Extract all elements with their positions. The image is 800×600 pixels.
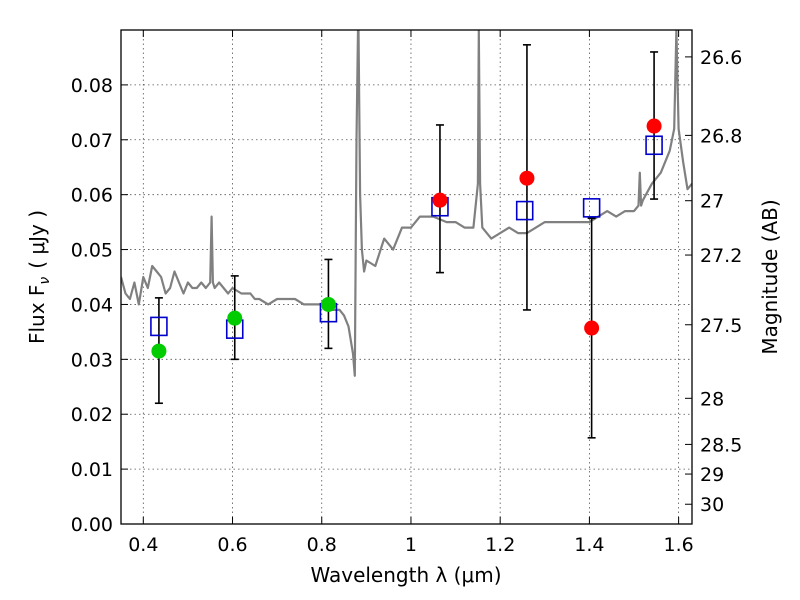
detection-point bbox=[320, 296, 336, 312]
x-tick-label: 1.4 bbox=[574, 534, 604, 556]
axis-ticks bbox=[121, 30, 692, 525]
error-bars-layer bbox=[154, 44, 659, 439]
model-spectrum-layer bbox=[121, 30, 692, 377]
y-tick-label: 0.00 bbox=[71, 514, 113, 536]
x-tick-label: 1.6 bbox=[664, 534, 694, 556]
right-tick-label: 27.2 bbox=[700, 245, 742, 267]
detection-point bbox=[151, 343, 167, 359]
x-tick-labels: 0.4 0.6 0.8 1 1.2 1.4 1.6 bbox=[128, 534, 694, 556]
detection-point bbox=[519, 170, 535, 186]
y-tick-label: 0.04 bbox=[71, 294, 113, 316]
y-tick-label: 0.06 bbox=[71, 185, 113, 207]
x-tick-label: 1 bbox=[405, 534, 417, 556]
detection-point bbox=[584, 320, 600, 336]
detection-point bbox=[432, 192, 448, 208]
right-tick-label: 30 bbox=[700, 494, 724, 516]
y-tick-label: 0.03 bbox=[71, 349, 113, 371]
y-tick-label: 0.08 bbox=[71, 75, 113, 97]
model-point-square bbox=[645, 135, 663, 156]
model-points-layer bbox=[150, 135, 663, 339]
grid-lines bbox=[121, 30, 692, 525]
x-tick-label: 0.4 bbox=[128, 534, 158, 556]
y-axis-label: Flux Fν ( μJy ) bbox=[25, 210, 53, 344]
right-axis-label: Magnitude (AB) bbox=[758, 199, 782, 354]
right-tick-label: 28 bbox=[700, 388, 724, 410]
plot-frame bbox=[120, 29, 693, 525]
right-tick-labels: 26.6 26.8 27 27.2 27.5 28 28.5 29 30 bbox=[700, 47, 742, 516]
y-axis-label-main: Flux F bbox=[25, 285, 49, 344]
y-axis-label-unit: ( μJy ) bbox=[25, 210, 49, 269]
x-tick-label: 1.2 bbox=[485, 534, 515, 556]
y-tick-label: 0.07 bbox=[71, 130, 113, 152]
detections-layer bbox=[151, 118, 662, 359]
y-tick-label: 0.02 bbox=[71, 404, 113, 426]
y-tick-label: 0.01 bbox=[71, 459, 113, 481]
y-axis-label-subscript: ν bbox=[37, 277, 53, 285]
model-spectrum-line bbox=[121, 30, 692, 377]
detection-point bbox=[646, 118, 662, 134]
right-tick-label: 27 bbox=[700, 191, 724, 213]
right-tick-label: 28.5 bbox=[700, 434, 742, 456]
right-tick-label: 26.8 bbox=[700, 125, 742, 147]
model-point-square bbox=[582, 198, 601, 218]
x-tick-label: 0.8 bbox=[307, 534, 337, 556]
y-tick-labels: 0.00 0.01 0.02 0.03 0.04 0.05 0.06 0.07 0.08 bbox=[71, 75, 113, 536]
right-tick-label: 26.6 bbox=[700, 47, 742, 69]
model-point-square bbox=[150, 316, 168, 337]
right-tick-label: 29 bbox=[700, 464, 724, 486]
detection-point bbox=[227, 310, 243, 326]
x-axis-label: Wavelength λ (μm) bbox=[310, 563, 501, 587]
model-point-square bbox=[515, 200, 534, 221]
right-tick-label: 27.5 bbox=[700, 315, 742, 337]
y-tick-label: 0.05 bbox=[71, 240, 113, 262]
x-tick-label: 0.6 bbox=[217, 534, 247, 556]
